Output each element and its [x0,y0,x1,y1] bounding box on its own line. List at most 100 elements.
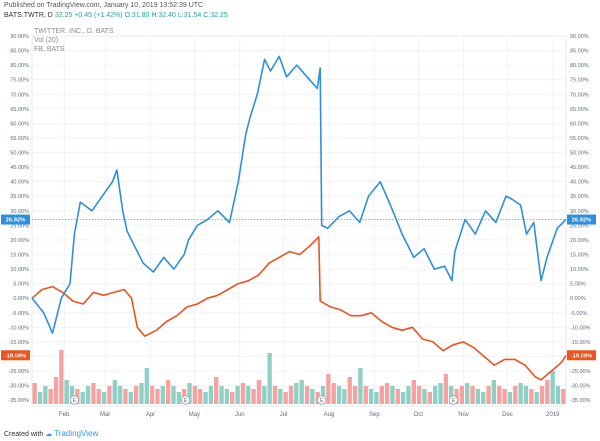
earnings-marker [181,395,191,405]
volume-bar [539,386,545,404]
y-tick-label-right: 45.00% [570,165,589,171]
volume-bar [149,386,155,404]
y-tick-label-left: -15.00% [9,340,30,346]
comparison-chart[interactable]: -35.00% -35.00% -30.00% -30.00% -25.00% -25.0… [0,20,600,420]
volume-bar [187,383,192,404]
volume-bar [208,386,214,404]
y-tick-label-right: 0.00% [570,296,586,302]
y-tick-label-right: -10.00% [570,325,591,331]
volume-bar [320,386,326,404]
volume-bar [160,386,165,404]
last-value-tag-fb-right: -19.59% [571,353,593,359]
volume-bar [43,386,48,404]
series-line-fb [31,236,567,381]
volume-bar [32,383,37,404]
volume-bar [192,386,198,404]
earnings-marker [69,395,80,405]
volume-bar [171,386,176,404]
y-tick-label-left: -5.00% [12,311,30,317]
volume-bar [101,392,107,404]
high-value: H:32.40 [151,12,176,19]
volume-bar [294,383,299,404]
volume-bar [379,386,384,404]
volume-bar [246,386,251,404]
volume-bar [128,392,133,404]
x-tick-label: Oct [414,412,424,418]
footer-created-with: Created with [4,431,44,438]
last-value-tag-twtr-left: 26.92% [6,218,26,224]
volume-bar [555,386,561,404]
volume-bar [80,392,85,404]
y-tick-label-right: 90.00% [570,34,589,40]
y-tick-label-left: 15.00% [10,253,29,259]
volume-bar [427,392,432,404]
y-tick-label-right: -30.00% [570,384,591,390]
volume-bar [523,386,529,404]
volume-bar [449,386,454,404]
last-price: 32.25 [54,12,73,19]
volume-bar [48,389,53,404]
y-tick-label-left: 40.00% [10,180,29,186]
close-value: C:32.25 [203,12,228,19]
volume-bar [85,386,91,404]
open-value: O:31.80 [124,12,150,19]
y-tick-label-left: 30.00% [10,209,29,215]
y-tick-label-left: 90.00% [10,34,29,40]
volume-bar [443,374,449,404]
volume-bar [112,380,117,404]
y-tick-label-left: -10.00% [9,325,30,331]
legend-fb: FB, BATS [34,46,65,53]
last-value-tag-fb-right-bg [567,350,596,361]
volume-bar [69,386,75,404]
volume-bar [502,389,507,404]
y-tick-label-right: -25.00% [570,369,591,375]
volume-bar [235,386,240,404]
volume-bar [198,389,203,404]
y-tick-label-right: -35.00% [570,398,591,404]
volume-bar [224,389,230,404]
y-tick-label-right: 55.00% [570,136,589,142]
volume-bar [470,386,475,404]
earnings-marker [317,395,327,405]
x-tick-label: 2019 [546,412,560,418]
volume-bar [288,386,294,404]
volume-bar [518,383,523,404]
y-tick-label-left: 45.00% [10,165,29,171]
volume-bar [534,392,539,404]
y-tick-label-right: 30.00% [570,209,589,215]
earnings-label: E [320,398,324,404]
volume-bar [37,392,43,404]
y-tick-label-right: 20.00% [570,238,589,244]
x-tick-label: Sep [369,412,380,418]
series-line-twtr [31,55,567,335]
x-tick-label: Jul [280,412,288,418]
symbol: BATS:TWTR, D [4,12,53,19]
y-tick-label-right: 5.00% [570,282,586,288]
y-tick-label-right: 65.00% [570,107,589,113]
volume-bar [59,350,64,404]
x-tick-label: Mar [100,412,110,418]
plot-frame [31,35,567,407]
volume-bar [545,380,550,404]
y-tick-label-left: 70.00% [10,92,29,98]
x-tick-label: Feb [59,412,70,418]
y-tick-label-right: 10.00% [570,267,589,273]
volume-bar [561,389,566,404]
footer-brand[interactable]: TradingView [54,429,99,438]
last-value-tag-twtr-right: 26.92% [572,218,592,224]
y-tick-label-left: 80.00% [10,63,29,69]
volume-bar [513,386,518,404]
volume-bar [176,392,182,404]
volume-bar [304,386,310,404]
volume-bar [395,389,400,404]
volume-bar [406,386,411,404]
published-line: Published on TradingView.com, January 10… [4,2,204,9]
volume-bar [64,380,69,404]
y-tick-label-left: 0.00% [13,296,29,302]
volume-bar [240,383,246,404]
y-tick-label-left: -25.00% [9,369,30,375]
volume-bar [336,386,342,404]
volume-bar [486,386,491,404]
legend-volume: Vol (20) [34,37,59,44]
earnings-marker [448,395,458,405]
